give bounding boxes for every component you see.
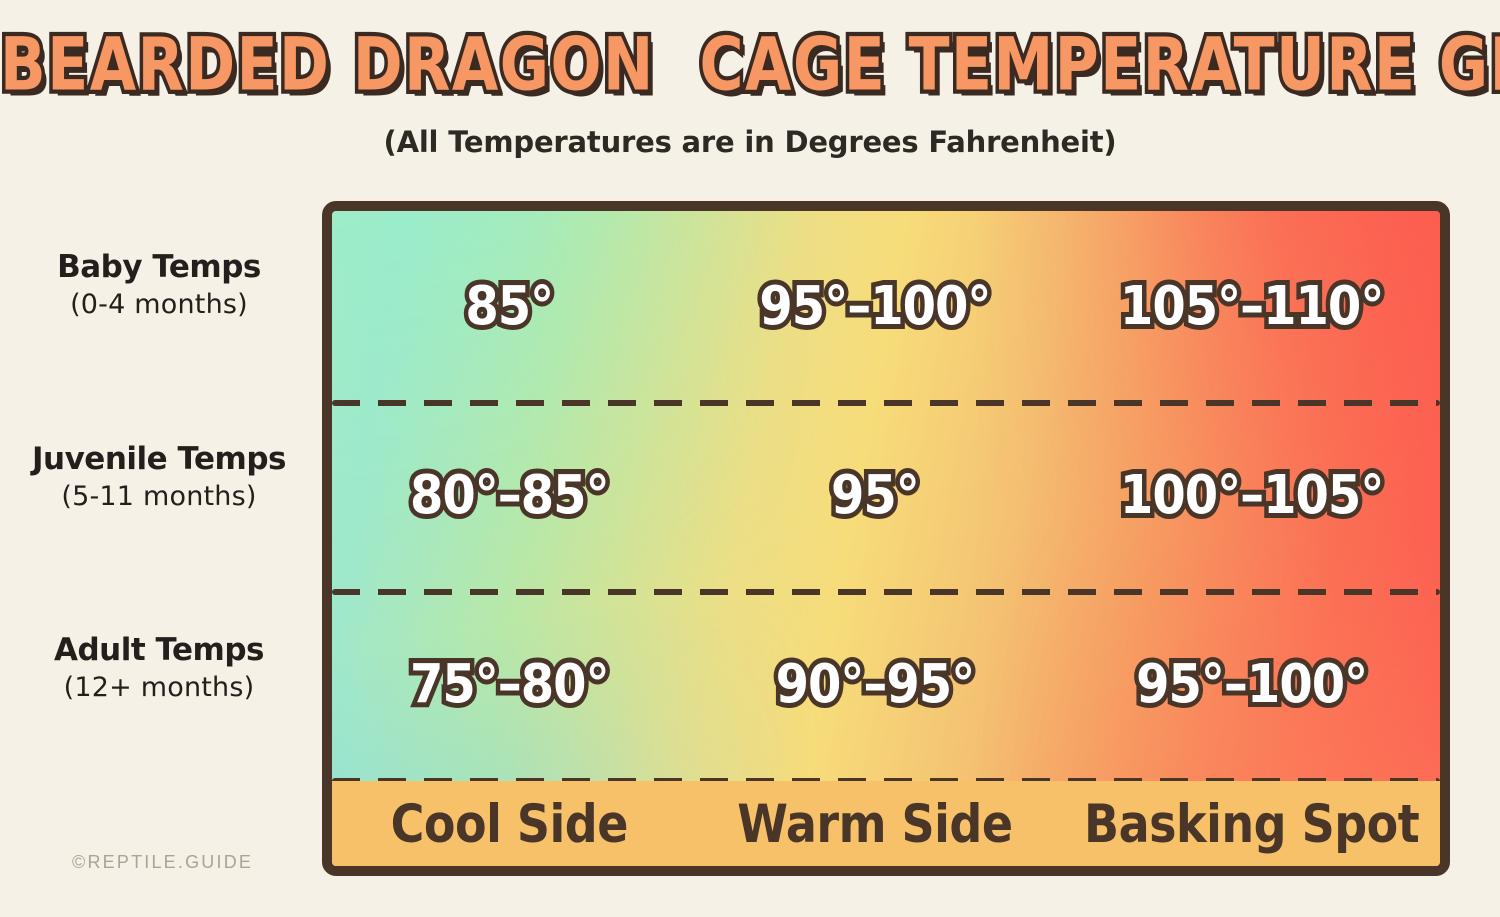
temp-juvenile-warm: 95° (827, 458, 925, 531)
gradient-panel: 85° 95°–100° 105°–110° 80°–85° 95° 100°–… (322, 201, 1450, 876)
temperature-grid: 85° 95°–100° 105°–110° 80°–85° 95° 100°–… (332, 211, 1440, 866)
temp-juvenile-cool: 80°–85° (405, 458, 614, 531)
temp-baby-cool: 85° (461, 269, 559, 342)
zone-label-basking: Basking Spot (1084, 792, 1420, 855)
row-label-adult-title: Adult Temps (54, 632, 265, 668)
row-label-column: Baby Temps (0-4 months) Juvenile Temps (… (0, 196, 318, 884)
page-title: BEARDED DRAGON CAGE TEMPERATURE GRADIENT (0, 21, 1500, 108)
row-label-adult-age: (12+ months) (63, 671, 255, 703)
temp-adult-warm: 90°–95° (771, 647, 980, 720)
row-divider-juvenile-adult (332, 589, 1440, 595)
zone-label-cool: Cool Side (390, 792, 629, 855)
table-row: 80°–85° 95° 100°–105° (332, 400, 1440, 589)
zone-label-band: Cool Side Warm Side Basking Spot (332, 781, 1440, 866)
row-label-baby-title: Baby Temps (57, 249, 261, 285)
page-subtitle: (All Temperatures are in Degrees Fahrenh… (383, 124, 1117, 159)
table-row: 75°–80° 90°–95° 95°–100° (332, 589, 1440, 778)
temp-adult-cool: 75°–80° (405, 647, 614, 720)
row-divider-baby-juvenile (332, 400, 1440, 406)
row-label-baby-age: (0-4 months) (70, 288, 248, 320)
row-label-juvenile-age: (5-11 months) (61, 480, 257, 512)
hot-side-overlay (332, 211, 1440, 866)
row-label-juvenile-title: Juvenile Temps (32, 441, 286, 477)
row-label-adult: Adult Temps (12+ months) (0, 632, 318, 703)
table-row: 85° 95°–100° 105°–110° (332, 211, 1440, 400)
zone-label-warm: Warm Side (737, 792, 1013, 855)
temp-juvenile-basking: 100°–105° (1115, 458, 1388, 531)
infographic-header: BEARDED DRAGON CAGE TEMPERATURE GRADIENT… (0, 0, 1500, 159)
row-label-juvenile: Juvenile Temps (5-11 months) (0, 441, 318, 512)
temp-baby-basking: 105°–110° (1115, 269, 1388, 342)
temperature-gradient-chart: Baby Temps (0-4 months) Juvenile Temps (… (0, 196, 1500, 884)
temp-adult-basking: 95°–100° (1132, 647, 1373, 720)
temp-baby-warm: 95°–100° (755, 269, 996, 342)
row-label-baby: Baby Temps (0-4 months) (0, 249, 318, 320)
watermark: ©REPTILE.GUIDE (72, 852, 254, 872)
